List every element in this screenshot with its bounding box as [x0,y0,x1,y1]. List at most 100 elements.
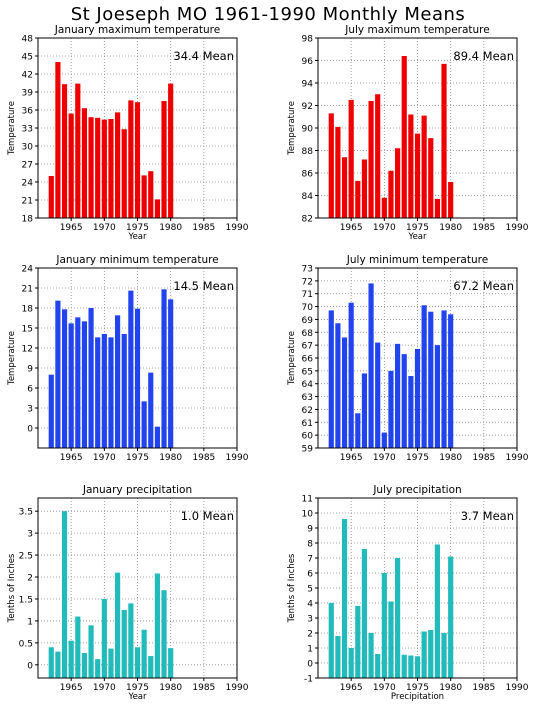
chart-3: 0 3 6 9 12 15 18 21 24 1965 1970 1975 1980 1985 1990 Ja… [7,254,249,463]
y-tick-label: 1 [27,617,33,627]
x-tick-label: 1990 [506,683,529,693]
bar-1966 [75,616,81,678]
chart-title: January precipitation [82,484,192,496]
x-tick-label: 1985 [472,683,495,693]
bar-1970 [101,119,107,218]
chart-5: 0 0.5 1 1.5 2 2.5 3 3.5 1965 1970 1975 1980 1985 1990… [7,484,249,702]
bar-1966 [75,83,81,218]
x-tick-label: 1980 [439,683,462,693]
chart-1: 18 21 24 27 30 33 36 39 42 45 48 1965 1970 1975 1980 19… [7,24,249,242]
x-axis-label: Year [408,232,428,242]
bar-1979 [441,633,447,678]
y-tick-label: 18 [22,305,34,315]
y-tick-label: 73 [302,265,313,275]
bar-1980 [448,182,454,218]
bar-1968 [368,283,374,448]
y-tick-label: 61 [302,419,313,429]
y-tick-label: 60 [302,432,314,442]
x-tick-label: 1980 [439,223,462,233]
x-tick-label: 1965 [340,453,363,463]
x-tick-label: 1965 [340,223,363,233]
bar-1971 [388,370,394,448]
bar-1978 [434,198,440,218]
bar-1975 [414,656,421,678]
y-tick-label: 3.5 [19,508,33,518]
bar-1963 [55,62,61,218]
bar-1964 [341,519,348,678]
bar-1971 [108,119,114,218]
chart-2: 82 84 86 88 90 92 94 96 98 1965 1970 1975 1980 1985 19… [287,24,529,242]
x-tick-label: 1975 [126,683,149,693]
bar-1976 [141,175,147,218]
bar-1970 [101,334,107,448]
x-tick-label: 1975 [126,223,149,233]
bar-1972 [115,112,121,218]
y-tick-label: 68 [302,329,314,339]
y-tick-label: 15 [22,325,33,335]
y-tick-label: 88 [302,147,314,157]
bar-1979 [161,590,167,678]
x-tick-label: 1975 [406,683,429,693]
y-tick-label: 98 [302,35,314,45]
bar-1963 [335,126,341,218]
bar-1963 [335,323,341,448]
y-tick-label: 96 [302,57,314,67]
y-tick-label: 64 [302,380,314,390]
y-axis-label: Temperature [287,331,297,386]
chart-title: January maximum temperature [54,24,220,36]
bar-1977 [428,138,434,218]
x-tick-label: 1980 [439,453,462,463]
bar-1965 [348,99,354,218]
x-tick-label: 1980 [159,683,182,693]
bar-1964 [61,511,68,678]
bar-1962 [328,113,334,218]
y-tick-label: 27 [22,161,33,171]
y-tick-label: 69 [302,316,314,326]
y-tick-label: 11 [302,495,313,505]
bar-1964 [61,309,68,448]
bar-1968 [368,633,374,678]
bar-1967 [81,108,88,218]
x-tick-label: 1970 [93,223,116,233]
x-tick-label: 1985 [192,453,215,463]
bar-1968 [88,625,94,678]
bar-1980 [168,83,174,218]
mean-label: 67.2 Mean [453,279,514,293]
y-tick-label: 70 [302,303,314,313]
y-tick-label: 2 [307,630,313,640]
y-tick-label: 62 [302,406,313,416]
bar-1962 [48,647,54,678]
bar-1962 [328,310,334,448]
bar-1962 [48,374,54,448]
bar-1979 [441,63,447,218]
bar-1973 [401,354,407,448]
x-tick-label: 1985 [472,453,495,463]
bar-1963 [335,636,341,678]
y-tick-label: 42 [22,71,33,81]
y-tick-label: 59 [302,445,314,455]
bar-1967 [361,373,368,448]
chart-title: January minimum temperature [55,254,218,266]
y-tick-label: 8 [307,540,313,550]
bar-1962 [48,176,54,218]
bar-1971 [108,337,114,448]
y-tick-label: 71 [302,290,313,300]
y-tick-label: 10 [302,510,314,520]
y-tick-label: 36 [22,107,34,117]
bar-1976 [421,631,427,678]
bar-1967 [361,159,368,218]
x-tick-label: 1965 [60,453,83,463]
y-tick-label: 39 [22,89,34,99]
y-tick-label: 24 [22,265,34,275]
bar-1975 [414,133,421,218]
bar-1978 [154,573,160,678]
bar-1972 [395,558,401,678]
x-tick-label: 1990 [226,453,249,463]
x-tick-label: 1985 [192,223,215,233]
bar-1979 [161,289,167,448]
y-tick-label: 6 [27,385,33,395]
y-tick-label: 65 [302,367,313,377]
y-tick-label: 45 [22,53,33,63]
mean-label: 34.4 Mean [173,49,234,63]
y-axis-label: Temperature [7,101,17,156]
